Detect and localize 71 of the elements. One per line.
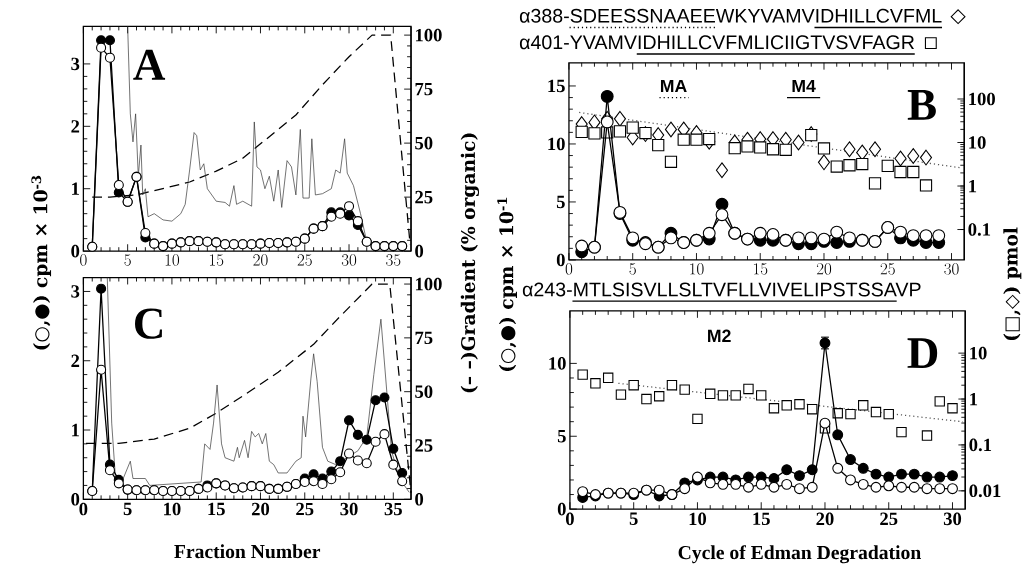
annotation: MA: [660, 80, 687, 93]
x-tick-label: 30: [943, 512, 962, 526]
x-tick-label: 30: [341, 254, 357, 266]
y2-tick-label: 1: [970, 393, 978, 406]
y-axis-title: (○,●) cpm × 10$^{-3}$: [31, 175, 52, 350]
y2-tick-label: 50: [415, 385, 433, 399]
y2-tick-label: 25: [415, 191, 433, 204]
x-tick-label: 20: [816, 263, 832, 275]
x-tick-label: 15: [209, 254, 224, 266]
x-tick-label: 20: [816, 512, 834, 526]
x-tick-label: 25: [880, 512, 898, 526]
chart-title: B: [907, 90, 936, 120]
y-tick-label: 5: [557, 430, 566, 443]
y-axis-title: (○,●) cpm × 10$^{-1}$: [497, 198, 518, 372]
y2-tick-label: 75: [415, 331, 433, 345]
x-tick-label: 10: [164, 502, 181, 516]
y-tick-label: 2: [71, 354, 80, 368]
x-tick-label: 30: [944, 263, 959, 275]
y2-tick-label: 1: [969, 180, 977, 193]
y-tick-label: 10: [549, 357, 566, 370]
y2-tick-label: 25: [415, 439, 433, 452]
x-tick-label: 35: [386, 254, 401, 266]
x-axis-title: Cycle of Edman Degradation: [678, 545, 921, 564]
y2-tick-label: 10: [969, 136, 986, 149]
y2-tick-label: 0.01: [969, 484, 1001, 498]
legend-label: α401-YVAMVIDHILLCVFMLICIIGTVSVFAGR: [519, 35, 915, 50]
y-tick-label: 3: [71, 285, 80, 298]
x-tick-label: 5: [124, 254, 131, 266]
annotation: M4: [792, 80, 816, 93]
y-tick-label: 0: [71, 493, 80, 506]
annotation: M2: [708, 329, 731, 343]
y-tick-label: 1: [72, 182, 79, 196]
x-tick-label: 15: [753, 263, 768, 275]
x-tick-label: 20: [253, 254, 268, 266]
x-tick-label: 15: [208, 502, 225, 516]
y2-tick-label: 0.1: [968, 223, 991, 237]
y2-tick-label: 0.1: [969, 438, 992, 452]
y2-axis-title: (– –)Gradient (% organic): [460, 133, 480, 393]
x-tick-label: 35: [384, 502, 402, 516]
x-tick-label: 25: [297, 254, 312, 266]
y2-tick-label: 100: [415, 277, 442, 291]
x-tick-label: 30: [340, 502, 358, 516]
y-tick-label: 5: [556, 195, 565, 209]
y-tick-label: 15: [548, 79, 565, 93]
x-tick-label: 25: [880, 263, 895, 275]
chart-title: D: [907, 338, 938, 369]
x-tick-label: 5: [629, 512, 638, 526]
x-tick-label: 5: [123, 502, 132, 516]
y-tick-label: 3: [71, 57, 80, 71]
x-tick-label: 10: [690, 263, 704, 275]
x-axis-title: Fraction Number: [174, 544, 321, 559]
x-tick-label: 20: [251, 502, 270, 516]
y2-tick-label: 10: [970, 347, 987, 360]
x-tick-label: 10: [165, 254, 180, 266]
y2-tick-label: 100: [969, 92, 995, 106]
y-tick-label: 1: [72, 424, 79, 437]
y2-tick-label: 100: [415, 29, 442, 42]
y2-axis-title: (□,◇) pmol: [1003, 227, 1022, 341]
y2-tick-label: 0: [415, 493, 424, 506]
x-tick-label: 15: [753, 512, 770, 526]
y2-tick-label: 50: [415, 136, 433, 150]
text: C: [135, 308, 162, 340]
y2-tick-label: 75: [415, 83, 433, 96]
x-tick-label: 25: [296, 502, 314, 516]
y-tick-label: 10: [548, 137, 565, 151]
chart-subtitle: α243-MTLSISVLLSLTVFLLVIVELIPSTSSAVP: [522, 282, 921, 297]
x-tick-label: 5: [629, 263, 636, 275]
chart-title: A: [133, 50, 166, 80]
legend-label: α388-SDEESSNAAEEWKYVAMVIDHILLCVFML: [519, 9, 942, 23]
x-tick-label: 10: [689, 512, 707, 526]
y-tick-label: 2: [71, 120, 80, 133]
